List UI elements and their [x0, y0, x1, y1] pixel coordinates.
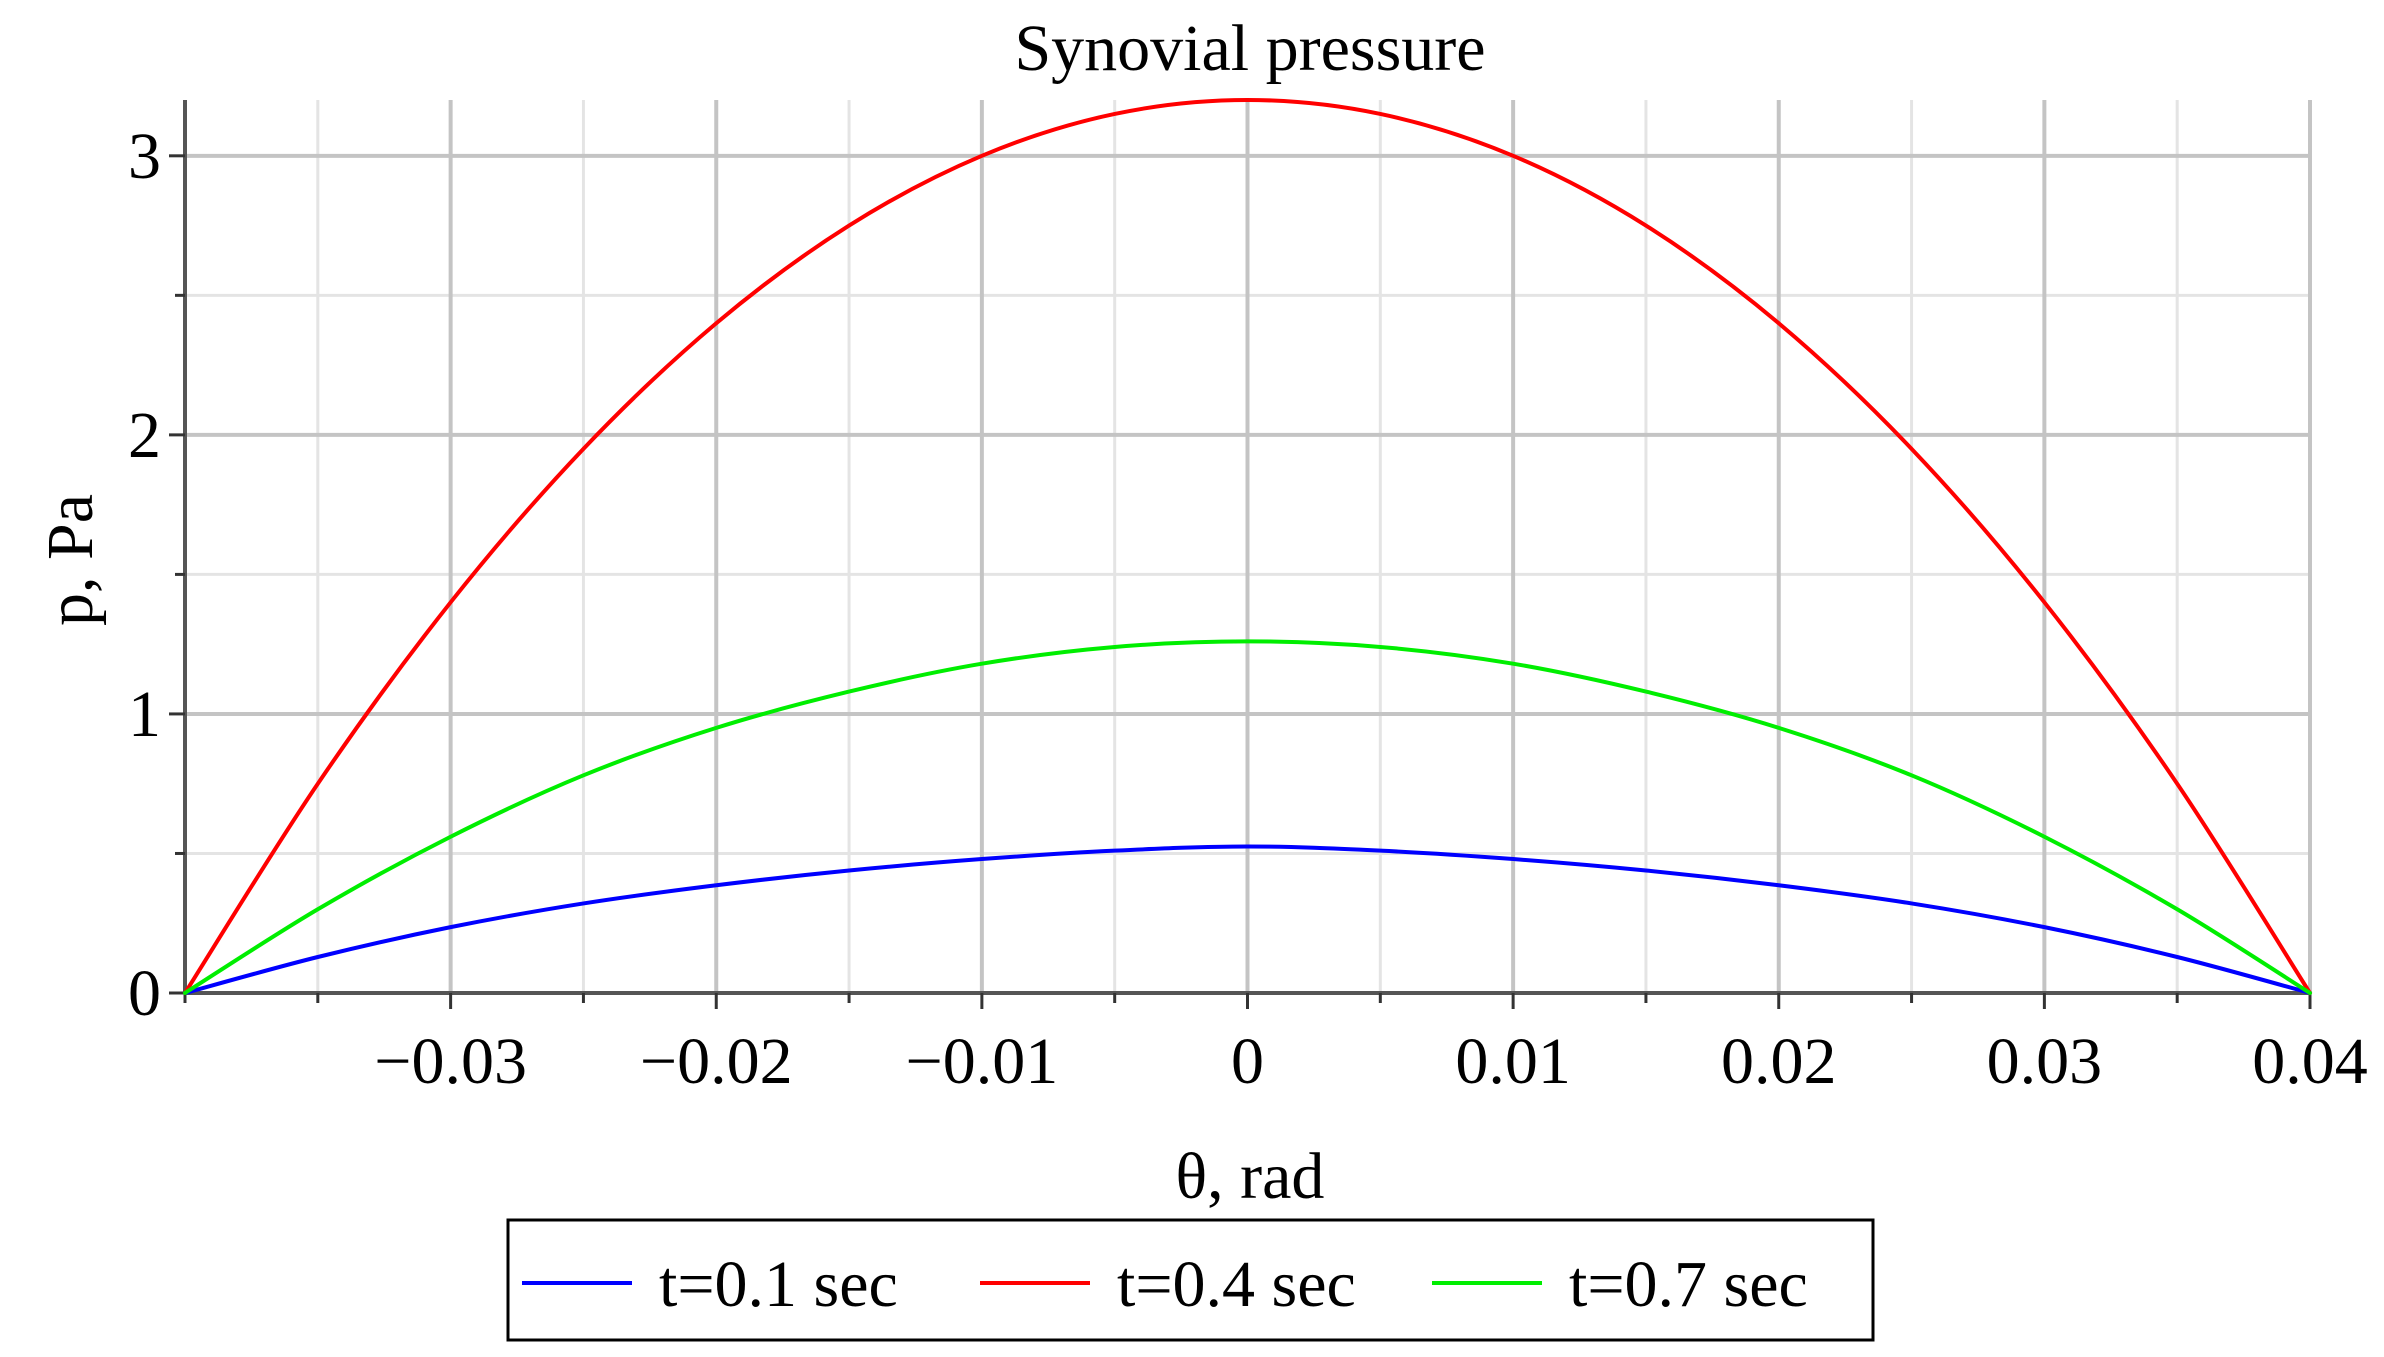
- tick-labels: −0.03 −0.02 −0.01 0 0.01 0.02 0.03 0.04 0 1 2 3: [128, 120, 2368, 1098]
- axes: [169, 100, 2312, 1009]
- y-tick-label: 2: [128, 399, 161, 472]
- grid-lines: [183, 100, 2312, 993]
- series-line-3: [183, 639, 2312, 995]
- legend-label-1: t=0.1 sec: [659, 1248, 898, 1321]
- legend-box: [506, 1218, 1875, 1342]
- y-tick-label: 1: [128, 678, 161, 751]
- x-axis-label: θ, rad: [1176, 1140, 1325, 1213]
- x-tick-label: −0.03: [374, 1025, 527, 1098]
- y-tick-label: 3: [128, 120, 161, 193]
- y-tick-label: 0: [128, 957, 161, 1030]
- legend-label-2: t=0.4 sec: [1117, 1248, 1356, 1321]
- series-line-1: [183, 844, 2312, 995]
- x-tick-label: −0.02: [640, 1025, 793, 1098]
- x-tick-label: −0.01: [906, 1025, 1059, 1098]
- x-tick-label: 0.03: [1987, 1025, 2103, 1098]
- series-line-2: [183, 98, 2312, 995]
- x-tick-label: 0.02: [1721, 1025, 1837, 1098]
- legend-label-3: t=0.7 sec: [1569, 1248, 1808, 1321]
- y-axis-label: p, Pa: [34, 494, 107, 626]
- x-tick-label: 0: [1231, 1025, 1264, 1098]
- chart-title: Synovial pressure: [1014, 12, 1485, 85]
- series-lines: [183, 98, 2312, 995]
- x-tick-label: 0.01: [1455, 1025, 1571, 1098]
- legend: t=0.1 sec t=0.4 sec t=0.7 sec: [506, 1218, 1875, 1342]
- x-tick-label: 0.04: [2252, 1025, 2368, 1098]
